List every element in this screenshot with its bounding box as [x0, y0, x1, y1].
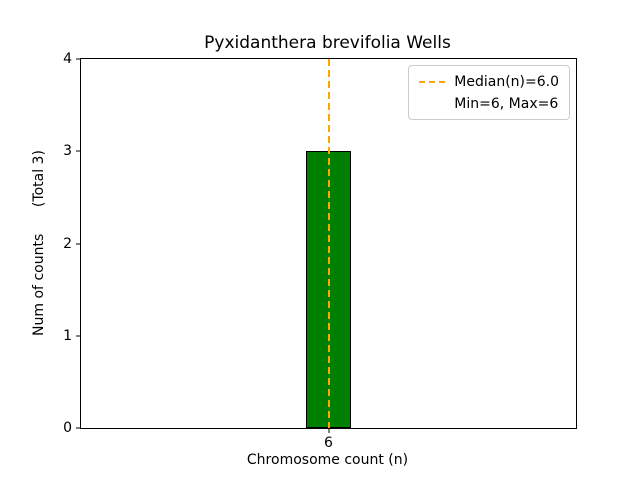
legend: Median(n)=6.0 Min=6, Max=6: [408, 65, 570, 120]
legend-label-minmax: Min=6, Max=6: [454, 95, 559, 112]
x-tick-label: 6: [324, 435, 333, 451]
y-tick-label: 2: [63, 235, 72, 252]
x-tick-mark: [328, 429, 329, 433]
y-tick-mark: [76, 150, 80, 152]
legend-blank-swatch: [419, 103, 446, 105]
chart-title: Pyxidanthera brevifolia Wells: [204, 33, 451, 53]
y-tick-label: 4: [63, 51, 72, 67]
plot-area: Median(n)=6.0 Min=6, Max=6 0 1 2 3 4 6: [63, 52, 577, 450]
y-tick-mark: [76, 335, 80, 337]
y-tick-label: 3: [63, 143, 72, 160]
x-axis-label: Chromosome count (n): [246, 452, 409, 468]
y-tick-label: 1: [63, 327, 72, 344]
y-axis-label: Num of counts (Total 3): [31, 150, 47, 336]
y-tick-mark: [76, 427, 80, 429]
median-line: [327, 59, 330, 428]
y-tick-mark: [76, 58, 80, 60]
y-tick-label: 0: [63, 420, 72, 436]
legend-label-median: Median(n)=6.0: [454, 73, 559, 90]
y-tick-mark: [76, 243, 80, 244]
legend-row-minmax: Min=6, Max=6: [419, 95, 559, 112]
legend-row-median: Median(n)=6.0: [419, 73, 559, 90]
median-dashed-line-swatch: [419, 80, 447, 83]
